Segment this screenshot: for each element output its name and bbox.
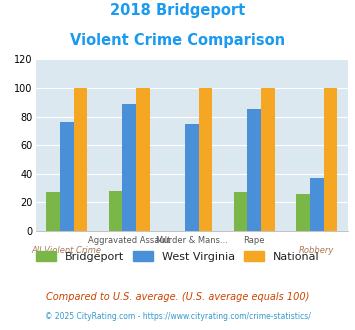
Bar — [198, 88, 212, 231]
Legend: Bridgeport, West Virginia, National: Bridgeport, West Virginia, National — [36, 251, 319, 262]
Bar — [122, 104, 136, 231]
Bar — [185, 124, 198, 231]
Text: Robbery: Robbery — [299, 246, 334, 255]
Text: © 2025 CityRating.com - https://www.cityrating.com/crime-statistics/: © 2025 CityRating.com - https://www.city… — [45, 312, 310, 321]
Text: Compared to U.S. average. (U.S. average equals 100): Compared to U.S. average. (U.S. average … — [46, 292, 309, 302]
Bar — [136, 88, 150, 231]
Bar — [60, 122, 73, 231]
Bar — [109, 191, 122, 231]
Bar — [46, 192, 60, 231]
Bar — [247, 110, 261, 231]
Bar — [261, 88, 275, 231]
Bar — [296, 194, 310, 231]
Text: 2018 Bridgeport: 2018 Bridgeport — [110, 3, 245, 18]
Text: Murder & Mans...: Murder & Mans... — [156, 236, 228, 245]
Text: Aggravated Assault: Aggravated Assault — [88, 236, 170, 245]
Text: All Violent Crime: All Violent Crime — [32, 246, 102, 255]
Bar — [73, 88, 87, 231]
Text: Rape: Rape — [244, 236, 265, 245]
Bar — [310, 178, 323, 231]
Bar — [234, 192, 247, 231]
Text: Violent Crime Comparison: Violent Crime Comparison — [70, 33, 285, 48]
Bar — [323, 88, 337, 231]
